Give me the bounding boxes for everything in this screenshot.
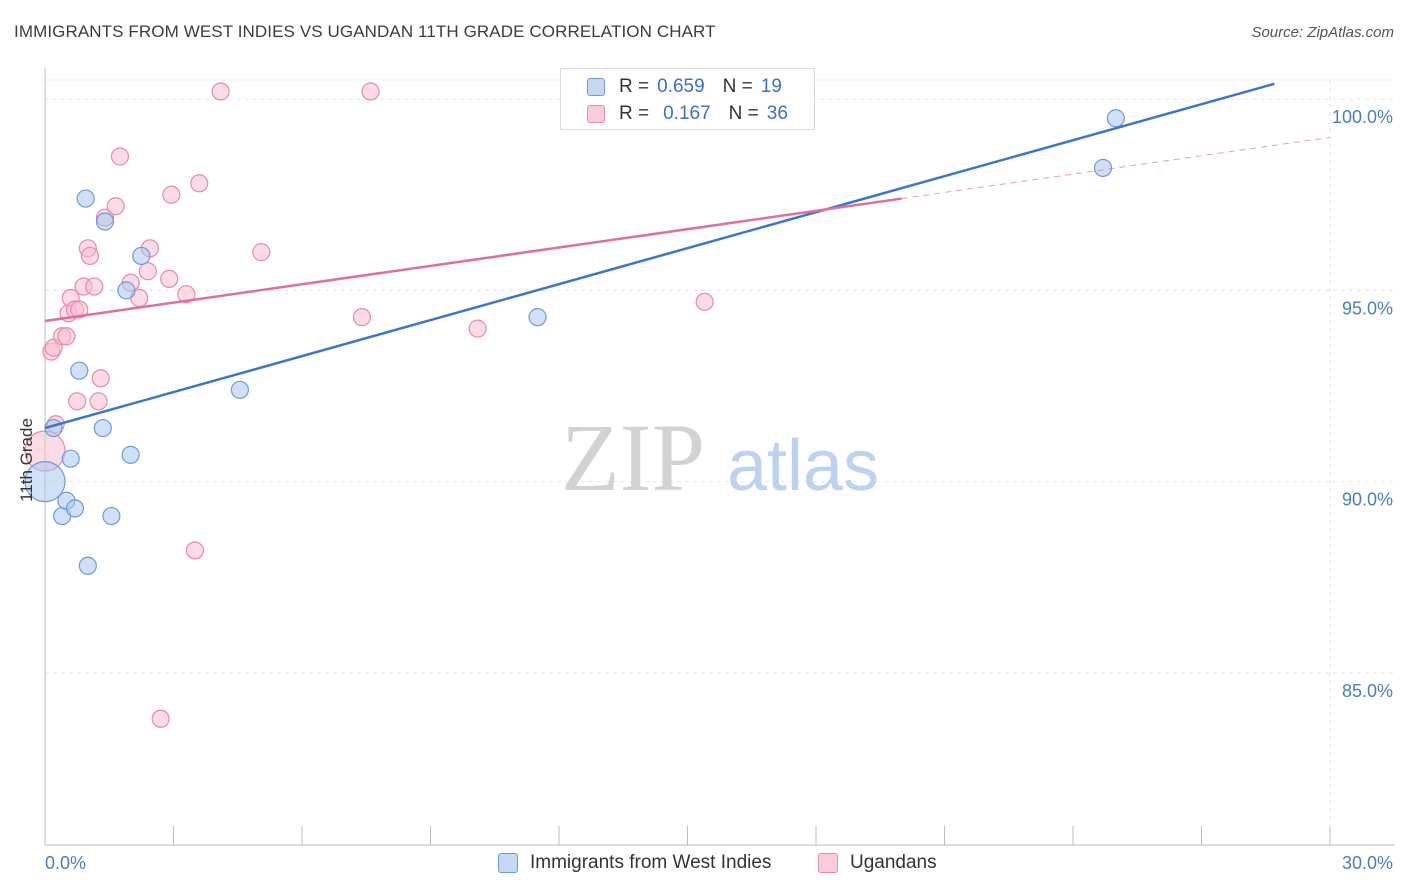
data-point [468, 319, 487, 338]
legend-label-west-indies: Immigrants from West Indies [530, 852, 772, 873]
legend-swatch-blue [498, 853, 518, 873]
data-point [80, 246, 100, 266]
axes [44, 68, 1395, 846]
data-point [252, 243, 271, 262]
data-point [110, 147, 130, 166]
legend-swatch-blue [587, 78, 605, 96]
data-point [1093, 158, 1113, 178]
watermark-atlas: atlas [727, 426, 879, 506]
legend-r-value: 0.167 [663, 103, 711, 124]
chart-title: IMMIGRANTS FROM WEST INDIES VS UGANDAN 1… [14, 22, 716, 41]
x-tick-label-min: 0.0% [45, 853, 86, 873]
data-point [151, 709, 170, 728]
data-point [695, 292, 714, 311]
legend-row-ugandans: R = 0.167 N = 36 [587, 101, 788, 127]
data-point [68, 392, 87, 411]
series-legend: Immigrants from West Indies Ugandans [0, 852, 1406, 878]
legend-item-ugandans[interactable]: Ugandans [818, 852, 937, 874]
data-point [138, 262, 157, 281]
data-point [85, 277, 104, 296]
watermark: ZIP atlas [561, 404, 879, 511]
data-point [70, 300, 89, 319]
data-point [70, 361, 89, 380]
trend-line-west-indies [44, 82, 1275, 430]
data-point [132, 246, 151, 266]
data-point [185, 541, 205, 560]
trend-line-ugandans-extension [901, 136, 1331, 200]
data-point [61, 449, 80, 468]
data-point [65, 499, 85, 518]
y-tick-label: 90.0% [1342, 490, 1393, 510]
legend-n-value: 36 [766, 103, 788, 124]
watermark-zip: ZIP [561, 404, 705, 511]
x-tick-label-max: 30.0% [1342, 853, 1393, 873]
data-point [106, 197, 125, 216]
y-tick-label: 95.0% [1342, 298, 1393, 318]
y-axis-label: 11th Grade [17, 418, 36, 502]
data-point [190, 174, 209, 193]
legend-item-west-indies[interactable]: Immigrants from West Indies [498, 852, 771, 874]
data-point [93, 418, 112, 438]
legend-label-ugandans: Ugandans [850, 852, 937, 873]
legend-n-key: N = [728, 103, 759, 124]
data-point [528, 308, 547, 327]
data-point [352, 308, 372, 327]
correlation-legend: R = 0.659 N = 19 R = 0.167 N = 36 [560, 68, 815, 130]
gridlines [45, 79, 1395, 845]
y-tick-label: 85.0% [1342, 681, 1393, 701]
legend-r-value: 0.659 [657, 76, 705, 97]
data-point [211, 82, 230, 101]
source-label: Source: ZipAtlas.com [1251, 24, 1394, 41]
trend-lines [44, 82, 1331, 430]
data-point [57, 327, 76, 346]
legend-swatch-pink [818, 853, 838, 873]
data-point [230, 380, 249, 399]
legend-n-key: N = [722, 76, 753, 97]
tick-labels: 85.0% 90.0% 95.0% 100.0% 0.0% 30.0% [45, 107, 1393, 873]
data-point [95, 212, 115, 231]
data-point [162, 185, 181, 204]
data-point [160, 269, 179, 288]
legend-r-key: R = [619, 103, 650, 124]
legend-row-west-indies: R = 0.659 N = 19 [587, 74, 782, 100]
legend-n-value: 19 [760, 76, 782, 97]
data-point [117, 281, 136, 300]
trend-line-ugandans [44, 197, 902, 323]
data-point [177, 285, 196, 304]
data-point [102, 506, 121, 526]
data-point [78, 556, 97, 575]
data-point [76, 189, 95, 208]
data-point [24, 461, 66, 503]
legend-r-key: R = [619, 76, 650, 97]
data-point [361, 82, 380, 101]
legend-swatch-pink [587, 105, 605, 123]
y-tick-label: 100.0% [1332, 107, 1393, 127]
data-point [1106, 109, 1125, 128]
data-point [121, 445, 140, 464]
data-point [91, 369, 110, 388]
data-point [89, 392, 108, 411]
